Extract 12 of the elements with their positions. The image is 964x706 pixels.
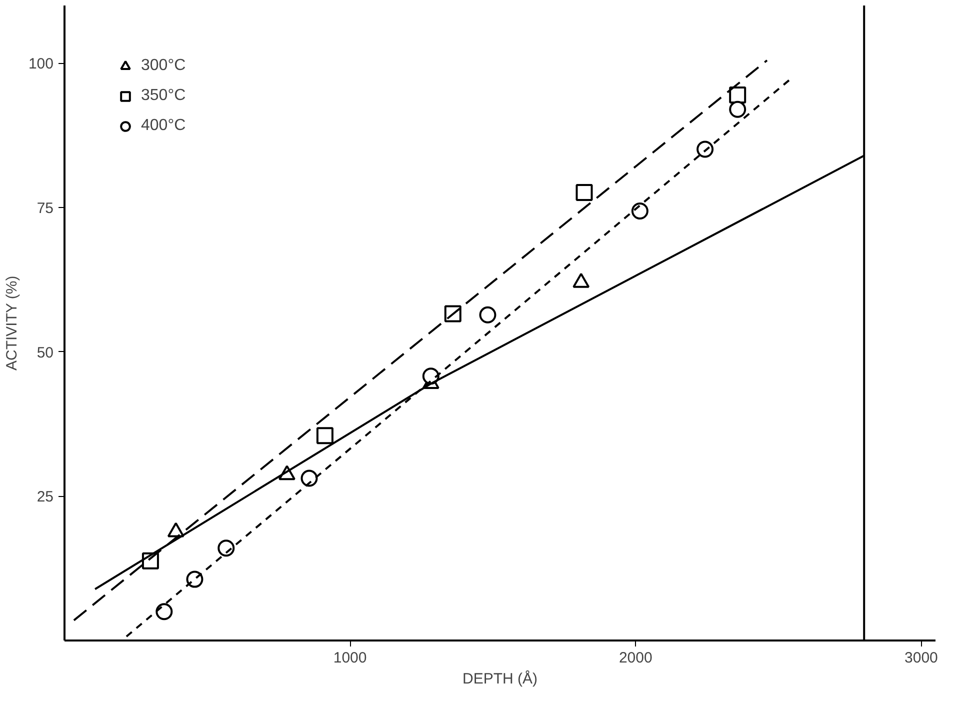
y-tick-label: 25 [36,488,54,506]
x-tick-label: 2000 [618,650,652,666]
legend-label: 300°C [141,57,186,75]
y-tick-label: 100 [28,56,54,73]
x-axis-title: DEPTH (Å) [462,670,538,688]
x-tick-label: 1000 [333,650,367,666]
y-tick-label: 50 [36,344,54,362]
legend-label: 400°C [141,117,186,135]
y-tick-label: 75 [36,200,54,218]
x-tick-label: 3000 [904,650,938,666]
y-axis-title: ACTIVITY (%) [3,276,20,370]
legend-label: 350°C [141,87,186,105]
